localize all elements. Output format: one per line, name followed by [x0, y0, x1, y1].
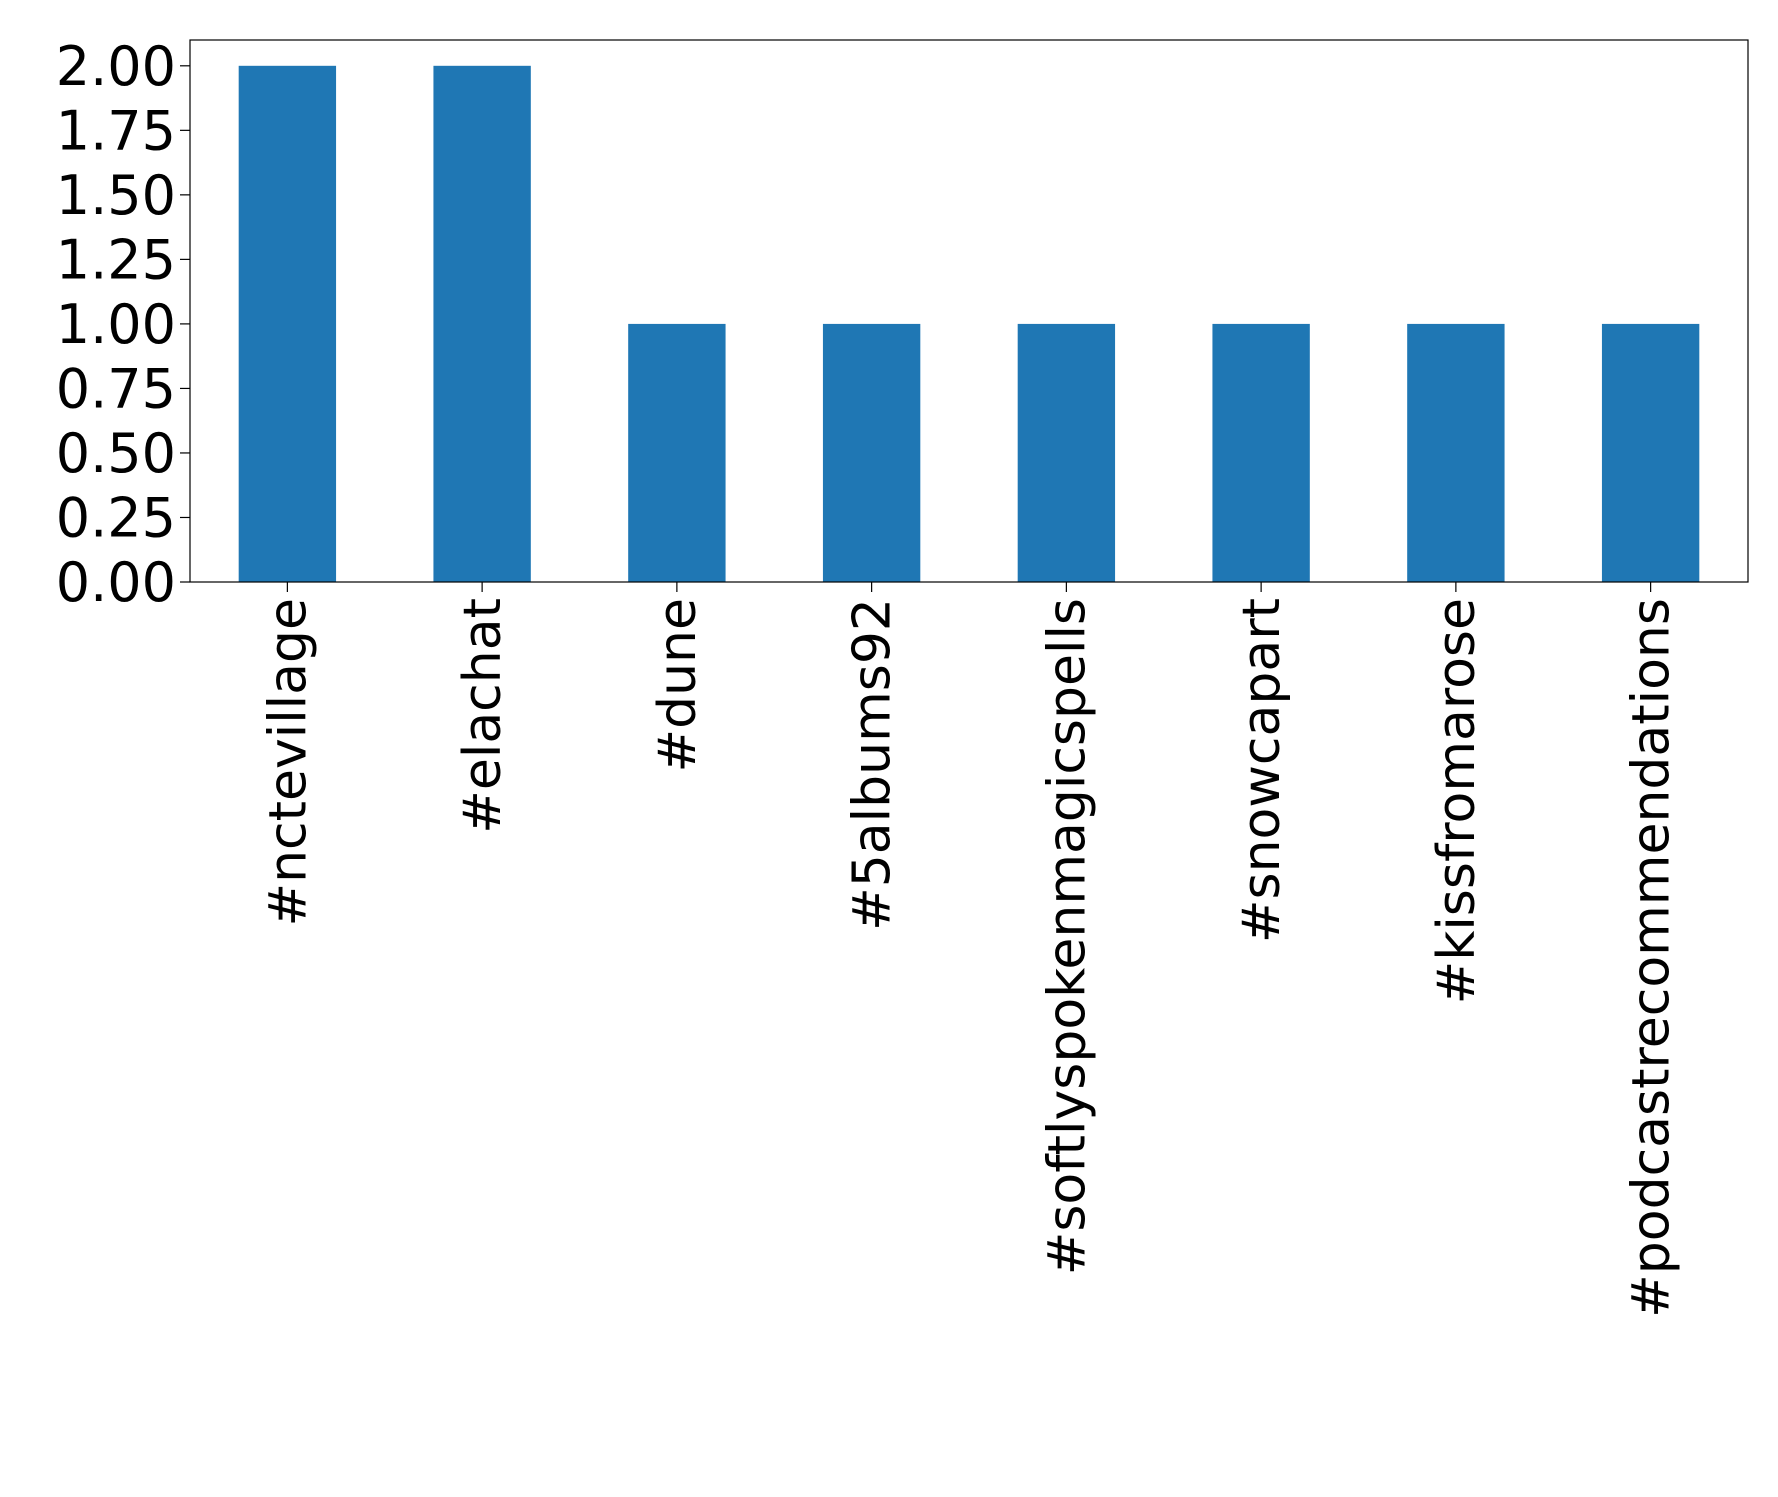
- y-axis: 0.000.250.500.751.001.251.501.752.00: [56, 35, 190, 614]
- y-tick-label: 1.25: [56, 228, 176, 291]
- y-tick-label: 0.00: [56, 551, 176, 614]
- bar-4: [1017, 323, 1116, 582]
- plot-frame: [189, 39, 1749, 583]
- x-tick-label: #dune: [648, 598, 708, 772]
- x-tick-label: #softlyspokenmagicspells: [1037, 598, 1097, 1275]
- y-tick-label: 2.00: [56, 35, 176, 98]
- y-tick-label: 0.50: [56, 422, 176, 485]
- x-axis: #nctevillage #elachat #dune #5albums92 #soft…: [258, 582, 1682, 1318]
- bar-5: [1212, 323, 1310, 582]
- bars-layer: [238, 65, 1700, 583]
- x-tick-label: #elachat: [453, 598, 513, 834]
- y-tick-label: 0.25: [56, 486, 176, 549]
- x-tick-label: #snowcapart: [1232, 598, 1292, 943]
- y-tick-label: 0.75: [56, 357, 176, 420]
- y-tick-label: 1.75: [56, 99, 176, 162]
- x-tick-label: #5albums92: [843, 598, 903, 931]
- x-tick-label: #nctevillage: [258, 598, 318, 926]
- x-tick-label: #podcastrecommendations: [1622, 598, 1682, 1318]
- bar-7: [1601, 323, 1700, 582]
- bar-3: [822, 323, 921, 582]
- y-tick-label: 1.00: [56, 293, 176, 356]
- bar-2: [628, 323, 726, 582]
- bar-0: [238, 65, 337, 583]
- bar-6: [1407, 323, 1505, 582]
- x-tick-label: #kissfromarose: [1427, 598, 1487, 1004]
- y-tick-label: 1.50: [56, 164, 176, 227]
- bar-1: [433, 65, 531, 583]
